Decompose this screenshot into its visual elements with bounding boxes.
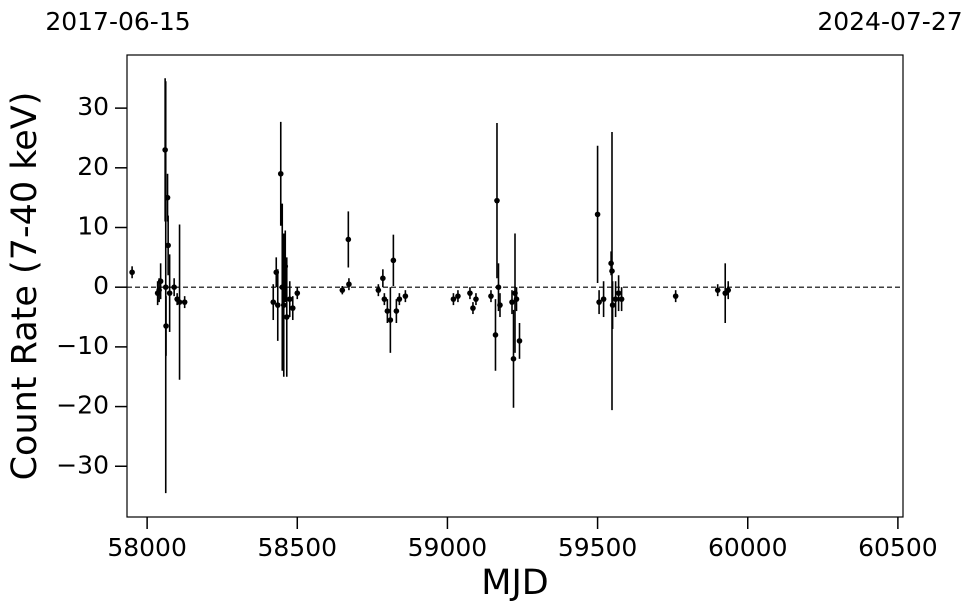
data-point <box>396 296 403 302</box>
data-point <box>494 197 500 204</box>
data-point <box>473 296 479 302</box>
data-point <box>181 299 188 305</box>
x-tick-label: 60000 <box>708 533 788 562</box>
data-point <box>283 314 290 320</box>
data-point <box>509 299 515 305</box>
data-point <box>171 284 177 290</box>
data-point <box>510 356 517 362</box>
y-tick-label: 20 <box>77 152 109 181</box>
data-point <box>393 308 400 314</box>
data-point <box>176 299 183 305</box>
data-point <box>470 305 476 311</box>
data-point <box>166 290 173 296</box>
data-point <box>165 242 171 249</box>
top-left-label: 2017-06-15 <box>45 7 190 36</box>
y-tick-label: 0 <box>93 271 109 300</box>
data-point <box>286 296 293 302</box>
data-point <box>387 317 394 323</box>
data-point <box>274 302 281 308</box>
data-point <box>600 296 607 302</box>
data-point <box>339 287 346 293</box>
y-axis-label: Count Rate (7-40 keV) <box>5 92 45 481</box>
data-point <box>294 290 301 296</box>
y-tick-label: −30 <box>56 450 109 479</box>
data-point <box>381 296 388 302</box>
data-point <box>380 275 386 282</box>
data-point <box>488 293 494 299</box>
data-point <box>615 290 622 296</box>
data-point <box>384 308 391 314</box>
x-axis-label: MJD <box>481 563 548 603</box>
data-point <box>280 302 287 308</box>
y-tick-label: 30 <box>77 92 109 121</box>
data-point <box>618 296 625 302</box>
data-point <box>497 302 503 308</box>
data-point <box>163 323 169 329</box>
data-point <box>714 287 721 293</box>
data-point <box>450 296 457 302</box>
data-point <box>609 268 615 274</box>
data-point <box>612 296 619 302</box>
data-point <box>513 296 520 302</box>
data-point <box>375 287 382 293</box>
x-tick-label: 59500 <box>558 533 638 562</box>
data-point <box>492 332 499 338</box>
x-tick-label: 58500 <box>258 533 338 562</box>
x-tick-label: 59000 <box>408 533 488 562</box>
data-point <box>609 302 616 308</box>
y-tick-label: 10 <box>77 212 109 241</box>
plot-frame <box>126 54 904 518</box>
x-tick-label: 60500 <box>858 533 938 562</box>
data-point <box>725 287 732 293</box>
data-point <box>455 293 461 299</box>
data-point <box>129 269 135 276</box>
x-tick-label: 58000 <box>107 533 187 562</box>
data-point <box>608 260 614 267</box>
y-tick-label: −20 <box>56 391 109 420</box>
data-point <box>467 290 473 296</box>
data-point <box>672 293 679 299</box>
data-point <box>596 299 602 305</box>
data-point <box>289 305 296 311</box>
data-point <box>270 299 277 305</box>
data-point <box>390 257 397 264</box>
data-point <box>164 194 171 201</box>
data-point <box>516 338 523 344</box>
data-point <box>345 236 352 243</box>
data-point <box>162 284 169 290</box>
y-tick-label: −10 <box>56 331 109 360</box>
data-point <box>157 278 164 285</box>
top-right-label: 2024-07-27 <box>817 7 962 36</box>
data-point <box>402 293 409 299</box>
data-point <box>277 170 284 177</box>
data-point <box>495 284 502 290</box>
data-point <box>346 281 352 288</box>
data-point <box>594 211 601 218</box>
